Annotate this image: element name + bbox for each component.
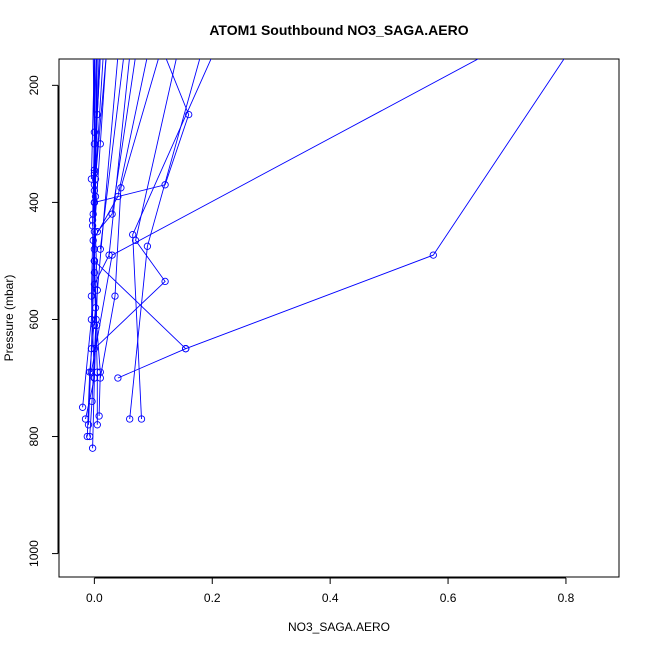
series-11	[114, 59, 565, 382]
data-point	[87, 292, 96, 300]
data-point	[90, 166, 99, 174]
y-tick-label: 200	[27, 75, 41, 95]
data-point	[126, 415, 134, 423]
data-point	[88, 444, 97, 452]
x-tick-label: 0.0	[86, 591, 103, 605]
data-point	[96, 245, 104, 253]
series-line	[129, 59, 201, 420]
data-point	[84, 421, 93, 429]
series-line	[99, 59, 159, 379]
data-point	[90, 181, 99, 189]
data-point	[111, 292, 119, 300]
series-16	[90, 59, 193, 207]
data-point	[93, 421, 101, 429]
series-25	[88, 59, 104, 230]
y-tick-label: 1000	[27, 540, 41, 567]
data-point	[90, 321, 99, 329]
series-line	[93, 59, 130, 285]
data-point	[131, 236, 140, 245]
series-line	[93, 59, 101, 171]
data-point	[96, 374, 104, 382]
series-20	[90, 59, 130, 288]
plot-frame	[58, 58, 620, 578]
y-axis-label: Pressure (mbar)	[2, 275, 16, 362]
chart-title: ATOM1 Southbound NO3_SAGA.AERO	[209, 22, 468, 38]
data-point	[90, 345, 99, 353]
y-tick-label: 400	[27, 192, 41, 212]
series-line	[90, 59, 95, 180]
y-axis: 200 400 600 800 1000	[27, 75, 59, 567]
data-point	[129, 230, 137, 239]
series-line	[117, 59, 565, 379]
series-9	[126, 59, 201, 423]
series-14	[96, 59, 159, 382]
series-19	[93, 59, 136, 236]
series-26	[90, 59, 101, 174]
series-layer	[78, 59, 565, 452]
data-point	[137, 415, 146, 423]
data-point	[86, 432, 94, 441]
series-line	[92, 59, 148, 241]
data-point	[161, 277, 169, 286]
series-line	[94, 59, 190, 203]
y-tick-label: 600	[27, 309, 41, 329]
series-13	[90, 59, 177, 353]
data-point	[143, 242, 152, 250]
series-5	[87, 59, 99, 452]
x-tick-label: 0.2	[204, 591, 221, 605]
data-point	[90, 257, 99, 265]
data-point	[95, 412, 103, 420]
series-12	[87, 59, 479, 376]
series-line	[94, 260, 187, 350]
data-point	[185, 110, 193, 119]
data-point	[88, 397, 96, 406]
data-point	[96, 140, 104, 148]
data-point	[83, 432, 91, 441]
series-line	[94, 59, 177, 350]
series-24	[90, 59, 119, 329]
data-point	[96, 368, 104, 376]
data-point	[161, 181, 169, 189]
data-point	[182, 345, 190, 353]
x-tick-label: 0.4	[322, 591, 339, 605]
data-point	[88, 222, 97, 230]
x-axis: 0.0 0.2 0.4 0.6 0.8	[86, 577, 575, 605]
x-axis-label: NO3_SAGA.AERO	[288, 620, 390, 634]
x-tick-label: 0.6	[440, 591, 457, 605]
data-point	[429, 251, 437, 259]
series-line	[93, 59, 101, 417]
data-point	[117, 184, 125, 192]
data-point	[105, 251, 113, 259]
series-line	[93, 59, 119, 326]
data-point	[89, 236, 97, 245]
series-line	[92, 59, 104, 226]
data-point	[87, 368, 96, 376]
series-line	[96, 59, 136, 232]
series-15	[90, 257, 190, 353]
data-point	[108, 210, 116, 218]
data-point	[93, 228, 101, 236]
y-tick-label: 800	[27, 426, 41, 446]
data-point	[78, 403, 87, 411]
series-line	[90, 59, 95, 449]
data-point	[114, 374, 122, 382]
x-tick-label: 0.8	[558, 591, 575, 605]
series-line	[90, 59, 479, 373]
